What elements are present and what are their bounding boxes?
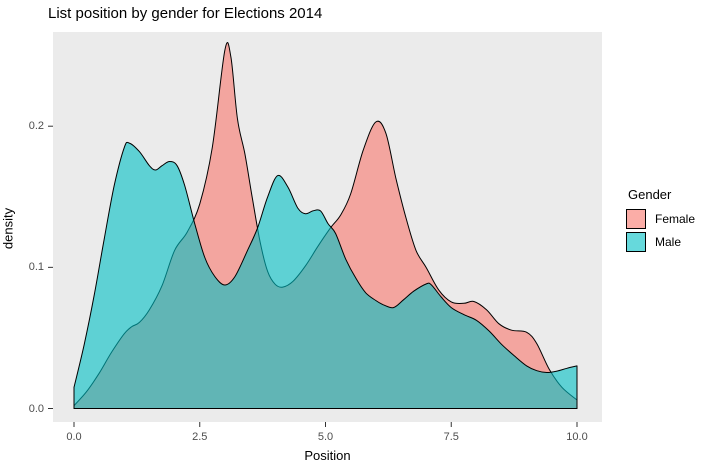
y-tick-label: 0.0 — [28, 402, 44, 415]
x-axis-title: Position — [304, 448, 351, 463]
legend: Gender Female Male — [626, 187, 695, 255]
y-tick-label: 0.1 — [28, 261, 44, 274]
x-tick-label: 0.0 — [66, 431, 82, 443]
x-tick-label: 5.0 — [317, 431, 334, 443]
legend-entry-male: Male — [626, 232, 695, 252]
density-area-male — [73, 141, 578, 409]
legend-label: Female — [655, 212, 696, 226]
legend-swatch-male — [626, 232, 646, 252]
axis-tick-marks — [48, 125, 578, 427]
density-areas — [73, 42, 578, 409]
x-tick-label: 2.5 — [192, 431, 208, 443]
y-axis-title: density — [0, 207, 16, 250]
legend-swatch-female — [626, 209, 646, 229]
legend-entry-female: Female — [626, 209, 695, 229]
x-tick-label: 10.0 — [566, 431, 588, 443]
x-tick-label: 7.5 — [443, 431, 459, 443]
chart-title: List position by gender for Elections 20… — [48, 5, 323, 22]
y-tick-label: 0.2 — [28, 120, 44, 133]
legend-title: Gender — [628, 187, 672, 202]
legend-entries: Female Male — [626, 209, 695, 252]
legend-label: Male — [655, 235, 682, 249]
